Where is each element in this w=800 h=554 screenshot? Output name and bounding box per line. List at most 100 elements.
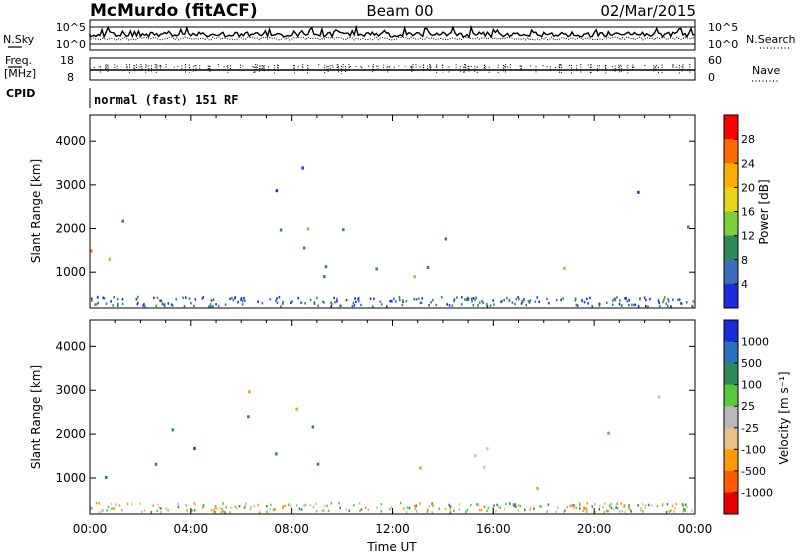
- power-scatter-cell: [508, 299, 511, 302]
- velocity-scatter-cell: [339, 506, 342, 510]
- velocity-echo-cell: [316, 462, 320, 466]
- velocity-scatter-cell: [476, 503, 478, 506]
- velocity-scatter-cell: [630, 510, 632, 513]
- power-scatter-cell: [135, 298, 138, 301]
- power-scatter-cell: [276, 297, 278, 300]
- power-scatter-cell: [401, 303, 404, 307]
- power-scatter-cell: [210, 299, 213, 302]
- power-scatter-cell: [175, 298, 177, 301]
- velocity-scatter-cell: [497, 505, 500, 508]
- velocity-colorbar-tick-label: -1000: [741, 486, 773, 499]
- velocity-scatter-cell: [438, 507, 441, 511]
- noise-left-tick-top: 10^5: [56, 21, 86, 34]
- power-scatter-cell: [453, 298, 456, 301]
- velocity-scatter-cell: [684, 508, 686, 511]
- velocity-scatter-cell: [458, 503, 461, 506]
- power-scatter-cell: [514, 302, 516, 306]
- velocity-scatter-cell: [691, 509, 693, 512]
- velocity-scatter-cell: [682, 510, 684, 513]
- power-scatter-cell: [398, 296, 401, 299]
- power-scatter-cell: [334, 301, 336, 304]
- velocity-scatter-cell: [402, 507, 405, 510]
- velocity-scatter-cell: [684, 503, 687, 506]
- velocity-scatter-cell: [257, 503, 260, 507]
- power-scatter-cell: [336, 297, 338, 301]
- power-scatter-cell: [692, 300, 695, 303]
- power-scatter-cell: [647, 305, 649, 308]
- power-scatter-cell: [405, 300, 408, 303]
- noise-search-trace: [89, 36, 696, 41]
- velocity-scatter-cell: [367, 508, 370, 511]
- power-scatter-cell: [117, 302, 119, 306]
- power-scatter-cell: [155, 304, 158, 308]
- velocity-scatter-cell: [213, 510, 215, 513]
- power-scatter-cell: [598, 302, 601, 306]
- power-scatter-cell: [470, 297, 473, 301]
- power-echo-cell: [324, 265, 328, 269]
- velocity-scatter-cell: [229, 511, 231, 514]
- velocity-colorbar-frame: [723, 319, 739, 515]
- power-echo-cell: [323, 275, 326, 279]
- power-scatter-cell: [485, 303, 488, 306]
- velocity-scatter-cell: [512, 503, 514, 506]
- time-tick-label: 16:00: [476, 522, 511, 536]
- velocity-scatter-cell: [637, 504, 639, 507]
- velocity-scatter-cell: [284, 504, 286, 508]
- power-scatter-cell: [528, 301, 531, 304]
- date-title: 02/Mar/2015: [600, 2, 696, 20]
- power-scatter-cell: [620, 304, 623, 307]
- velocity-colorbar-segment: [724, 363, 738, 386]
- power-scatter-cell: [282, 302, 284, 306]
- power-echo-cell: [279, 228, 283, 232]
- velocity-echo-cell: [607, 431, 610, 435]
- velocity-echo-cell: [154, 462, 158, 466]
- power-ytick-label: 4000: [55, 134, 86, 148]
- power-ytick-label: 3000: [55, 178, 86, 192]
- velocity-scatter-cell: [598, 504, 601, 508]
- velocity-scatter-cell: [533, 507, 535, 510]
- velocity-scatter-cell: [273, 507, 275, 510]
- velocity-scatter-cell: [298, 507, 301, 510]
- velocity-scatter-cell: [214, 510, 216, 514]
- velocity-scatter-cell: [358, 502, 361, 505]
- power-scatter-cell: [105, 302, 108, 305]
- velocity-scatter-cell: [620, 502, 623, 505]
- power-scatter-cell: [548, 301, 550, 305]
- power-scatter-cell: [171, 304, 174, 307]
- power-scatter-cell: [297, 296, 299, 300]
- power-scatter-cell: [357, 299, 360, 303]
- velocity-scatter-cell: [194, 503, 196, 506]
- power-echo-cell: [275, 189, 279, 193]
- power-echo-cell: [375, 267, 378, 271]
- velocity-colorbar-tick-label: 1000: [741, 336, 769, 349]
- power-scatter-cell: [461, 296, 463, 299]
- velocity-scatter-cell: [118, 504, 121, 507]
- velocity-ytick-label: 3000: [55, 383, 86, 397]
- velocity-scatter-cell: [131, 503, 133, 506]
- velocity-scatter-cell: [269, 508, 271, 511]
- velocity-scatter-cell: [470, 503, 472, 507]
- velocity-scatter-cell: [326, 504, 328, 508]
- power-scatter-cell: [212, 298, 215, 301]
- velocity-scatter-cell: [517, 504, 520, 507]
- velocity-scatter-cell: [202, 504, 205, 507]
- power-scatter-cell: [201, 297, 204, 300]
- power-scatter-cell: [518, 297, 520, 301]
- power-scatter-cell: [634, 303, 637, 307]
- power-scatter-cell: [645, 304, 647, 308]
- velocity-scatter-cell: [675, 502, 678, 506]
- power-colorbar-tick-label: 16: [741, 206, 755, 219]
- velocity-colorbar-segment: [724, 406, 738, 429]
- velocity-scatter-cell: [448, 503, 450, 507]
- power-scatter-cell: [466, 298, 468, 301]
- velocity-scatter-cell: [573, 504, 576, 507]
- velocity-scatter-cell: [681, 503, 684, 506]
- power-echo-cell: [108, 257, 112, 261]
- velocity-scatter-cell: [253, 505, 256, 508]
- time-tick-label: 00:00: [678, 522, 713, 536]
- power-scatter-cell: [163, 303, 166, 306]
- velocity-scatter-cell: [219, 507, 222, 510]
- power-scatter-cell: [394, 300, 397, 303]
- time-tick-label: 08:00: [274, 522, 309, 536]
